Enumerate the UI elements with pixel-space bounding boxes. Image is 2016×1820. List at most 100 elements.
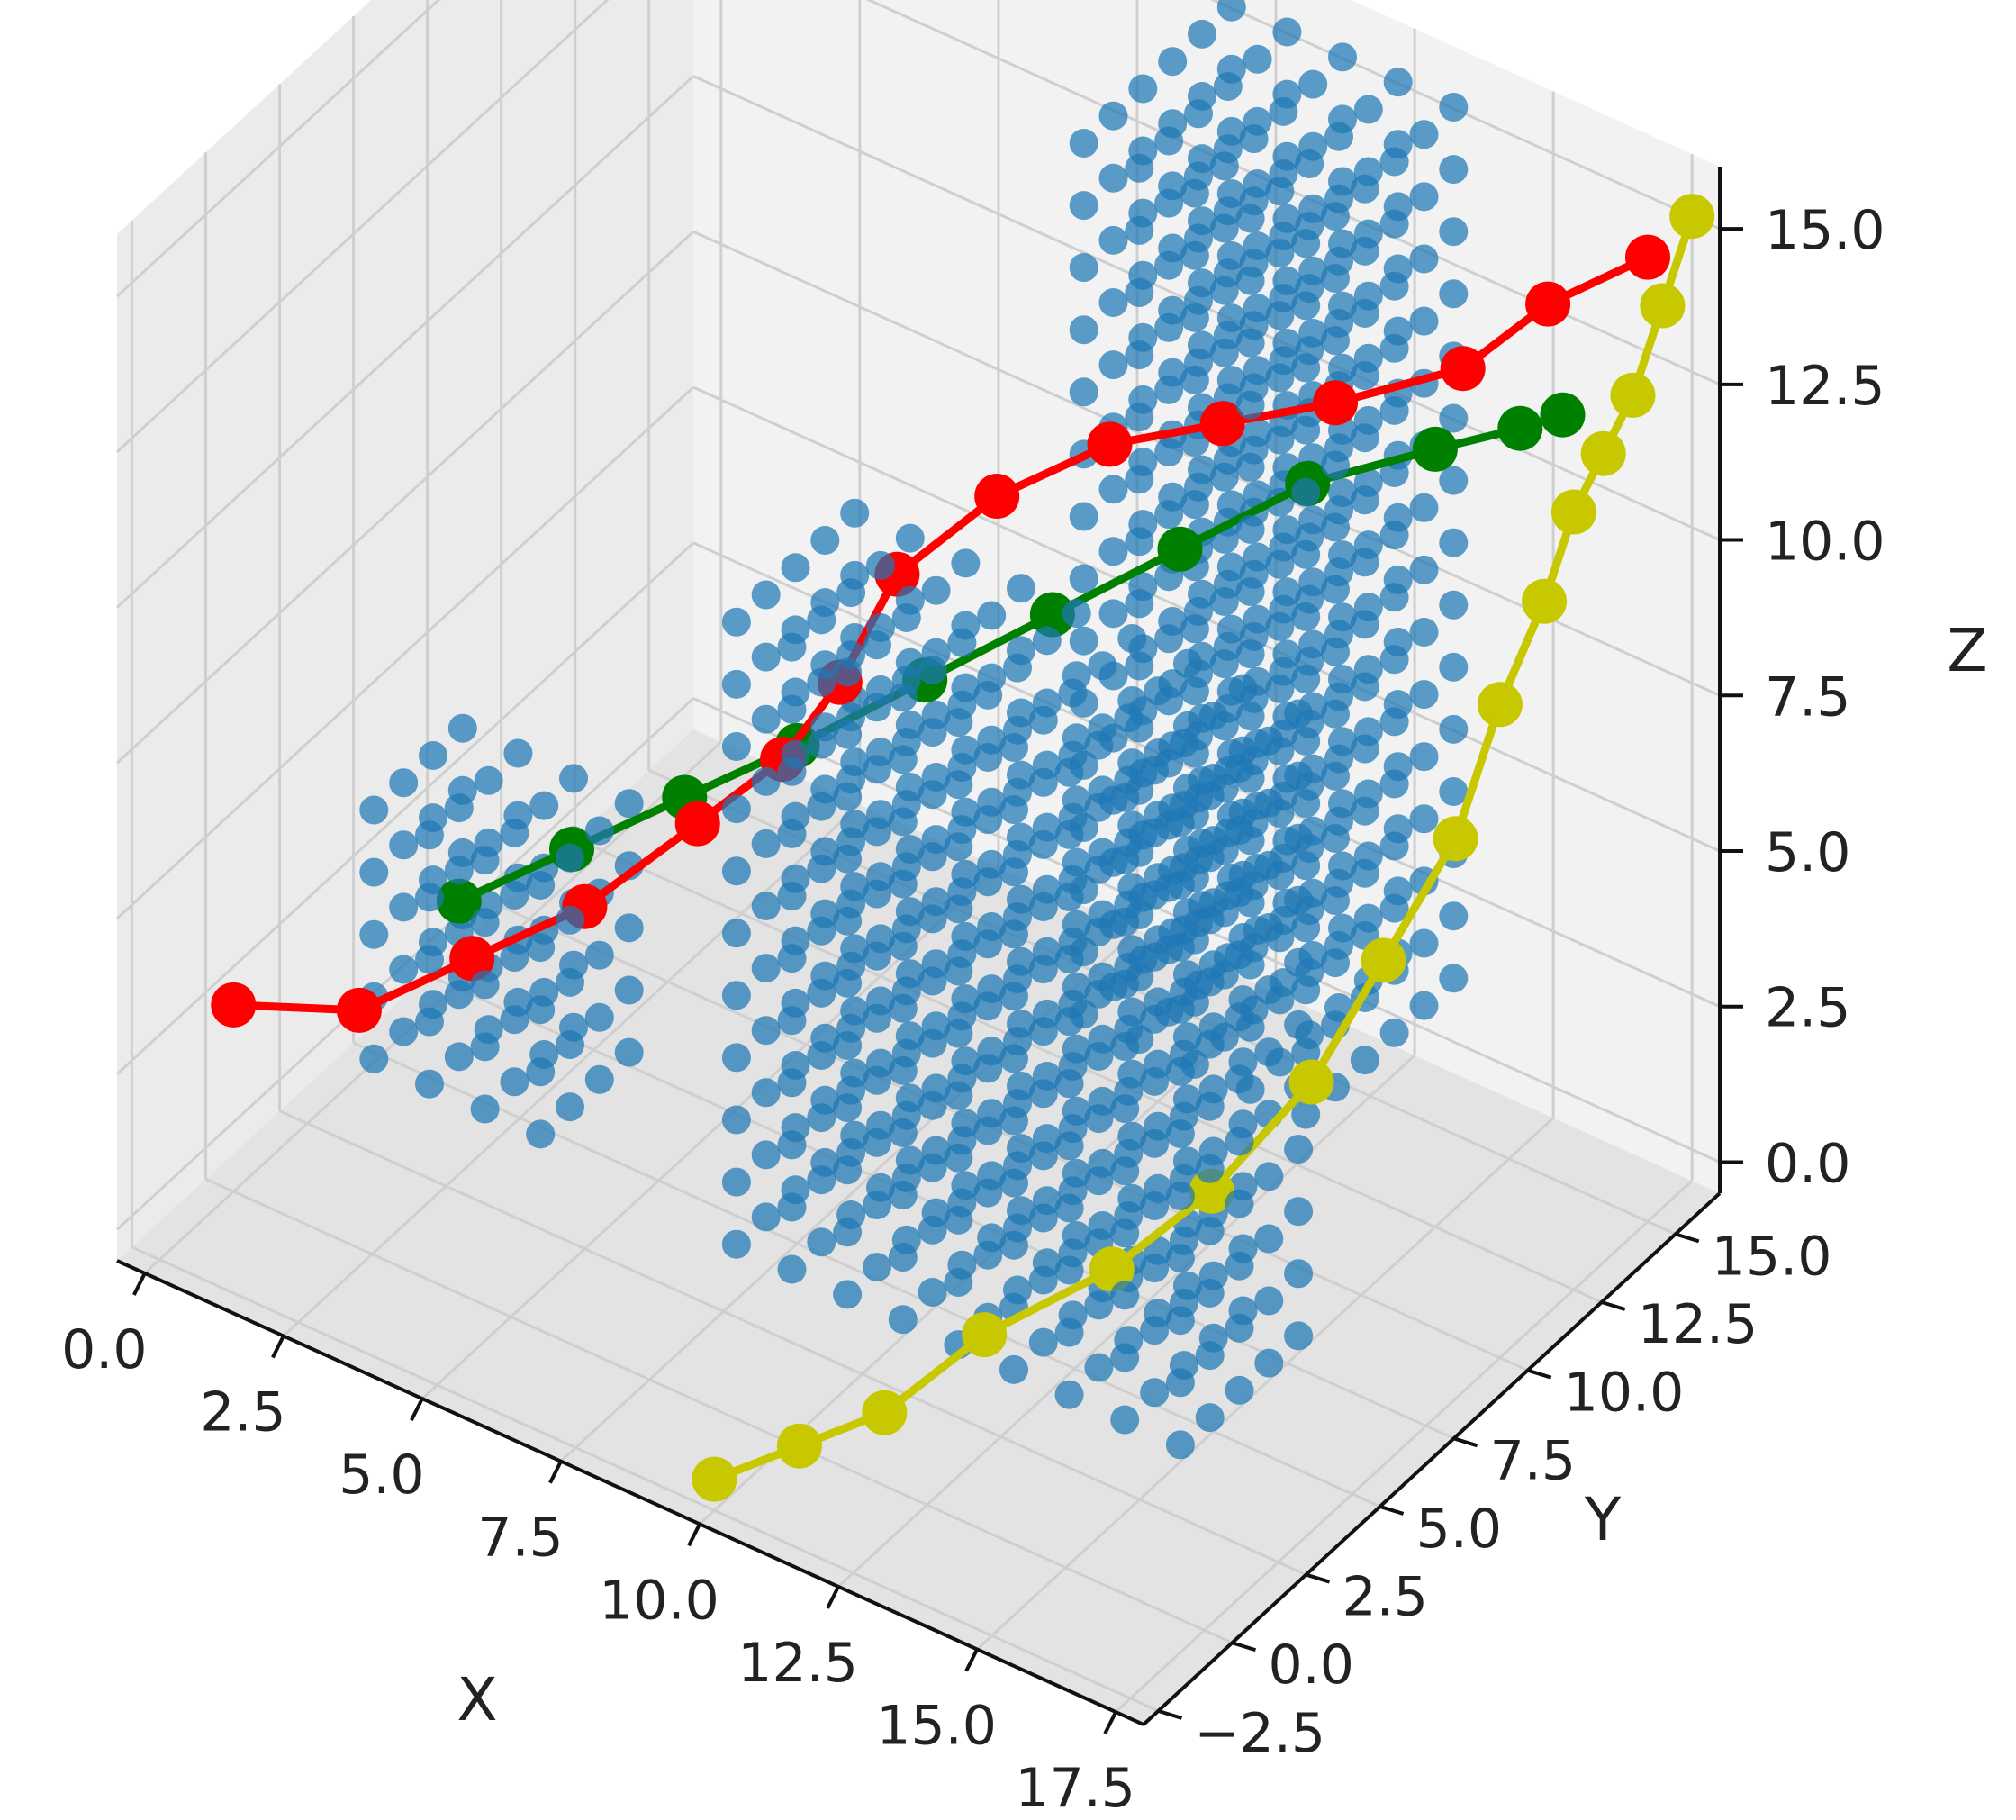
obstacle-point — [1298, 69, 1328, 99]
y-axis-label: Y — [1584, 1485, 1622, 1554]
path-3-segment — [1379, 834, 1460, 964]
obstacle-point — [807, 1165, 836, 1195]
obstacle-point — [1180, 240, 1209, 270]
obstacle-point — [1321, 326, 1350, 356]
obstacle-point — [1209, 462, 1239, 492]
obstacle-point — [1165, 808, 1195, 838]
obstacle-point — [614, 975, 644, 1005]
obstacle-point — [833, 844, 863, 874]
obstacle-point — [807, 667, 836, 697]
obstacle-point — [1069, 129, 1098, 158]
obstacle-point — [1379, 769, 1409, 799]
obstacle-point — [944, 770, 973, 800]
path-3-segment — [1207, 1078, 1316, 1196]
obstacle-point — [1350, 174, 1379, 204]
obstacle-point — [1291, 539, 1321, 569]
obstacle-point — [1225, 940, 1254, 970]
obstacle-point — [888, 1055, 918, 1085]
z-grid-line — [115, 385, 695, 920]
obstacle-point — [1180, 614, 1209, 644]
obstacle-point — [1409, 306, 1439, 336]
obstacle-point — [1128, 74, 1158, 104]
obstacle-point — [1409, 555, 1439, 584]
obstacle-point — [1321, 202, 1350, 231]
z-tick-label: 5.0 — [1765, 821, 1850, 884]
obstacle-point — [1321, 824, 1350, 853]
obstacle-point — [721, 1105, 751, 1135]
obstacle-point — [1125, 465, 1154, 494]
obstacle-point — [863, 1065, 891, 1095]
obstacle-point — [1328, 42, 1357, 72]
obstacle-point — [1195, 1279, 1225, 1308]
obstacle-point — [503, 738, 533, 768]
obstacle-point — [1291, 1037, 1321, 1067]
axis-lines — [116, 167, 1722, 1726]
obstacle-point — [833, 1155, 863, 1185]
obstacle-point — [444, 980, 474, 1010]
obstacle-point — [415, 945, 444, 974]
obstacle-point — [1284, 761, 1314, 791]
obstacle-point — [1265, 177, 1295, 206]
obstacle-point — [1409, 991, 1439, 1020]
obstacle-point — [751, 704, 781, 734]
obstacle-point — [1054, 819, 1084, 849]
obstacle-point — [1350, 485, 1379, 515]
obstacle-point — [863, 755, 891, 784]
obstacle-point — [1254, 788, 1284, 818]
obstacle-point — [807, 916, 836, 946]
x-tick-label: 15.0 — [876, 1695, 997, 1758]
obstacle-point — [1291, 291, 1321, 321]
obstacle-point — [1409, 244, 1439, 274]
obstacle-point — [1379, 583, 1409, 612]
obstacle-point — [1321, 450, 1350, 480]
obstacle-point — [444, 856, 474, 885]
obstacle-point — [944, 832, 973, 862]
obstacle-point — [1291, 1100, 1321, 1129]
obstacle-point — [918, 1028, 947, 1058]
obstacle-point — [833, 1218, 863, 1247]
obstacle-point — [721, 607, 751, 637]
obstacle-point — [526, 1057, 556, 1087]
obstacle-point — [526, 995, 556, 1025]
z-tick-label: 0.0 — [1765, 1133, 1850, 1196]
obstacle-point — [500, 818, 529, 847]
obstacle-point — [1098, 599, 1128, 629]
obstacle-point — [1225, 1189, 1254, 1218]
obstacle-point — [777, 819, 807, 848]
obstacle-point — [1284, 1197, 1314, 1227]
obstacle-point — [999, 795, 1028, 825]
obstacle-point — [1439, 279, 1469, 309]
obstacle-point — [863, 879, 891, 909]
obstacle-point — [1379, 707, 1409, 737]
obstacle-point — [1379, 831, 1409, 861]
obstacle-point — [1028, 1017, 1058, 1046]
z-grid-line — [115, 0, 441, 298]
obstacle-point — [470, 908, 500, 937]
obstacle-point — [1409, 618, 1439, 647]
obstacle-point — [1054, 757, 1084, 787]
obstacle-point — [1140, 1128, 1170, 1158]
obstacle-point — [529, 791, 559, 820]
obstacle-point — [977, 601, 1007, 630]
obstacle-point — [415, 883, 444, 912]
obstacle-point — [888, 1305, 918, 1335]
obstacle-point — [1350, 299, 1379, 328]
obstacle-point — [807, 854, 836, 883]
obstacle-point — [751, 892, 781, 920]
obstacle-point — [1195, 781, 1225, 810]
obstacle-point — [1350, 858, 1379, 888]
obstacle-point — [918, 718, 947, 747]
obstacle-point — [1054, 945, 1084, 974]
x-tick — [964, 1648, 979, 1672]
obstacle-point — [1110, 1343, 1140, 1372]
obstacle-point — [1028, 1079, 1058, 1109]
obstacle-point — [1165, 994, 1195, 1024]
obstacle-point — [1265, 611, 1295, 641]
x-grid-line — [1115, 1179, 1694, 1714]
path-3-segment — [980, 1264, 1116, 1339]
obstacle-point — [1379, 147, 1409, 177]
obstacle-point — [973, 1240, 1003, 1270]
obstacle-point — [1180, 365, 1209, 394]
obstacle-point — [999, 1106, 1028, 1136]
obstacle-point — [1098, 537, 1128, 566]
